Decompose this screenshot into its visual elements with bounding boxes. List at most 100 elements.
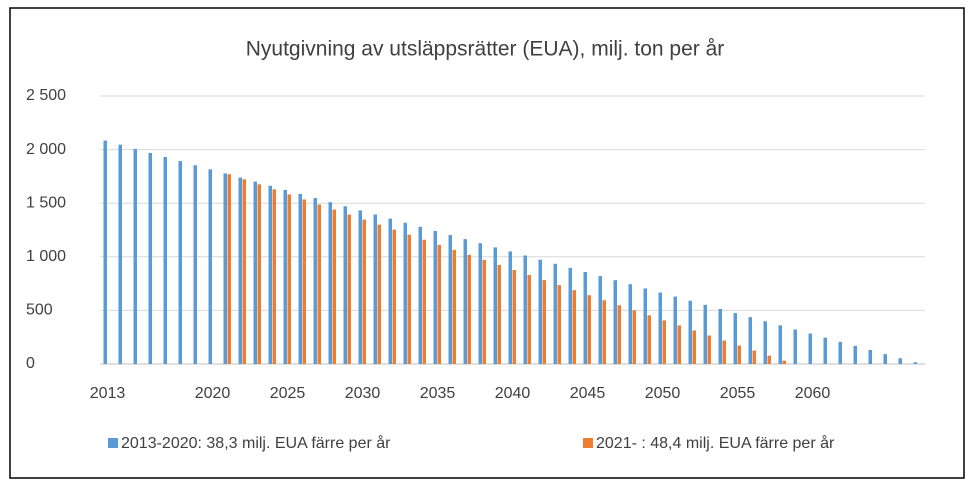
bar [808, 333, 812, 364]
bar [437, 244, 441, 364]
bar [737, 345, 741, 364]
bar [208, 169, 212, 364]
bar [313, 198, 317, 364]
bar [118, 144, 122, 364]
bar [133, 148, 137, 364]
bar [823, 337, 827, 364]
bar [853, 345, 857, 364]
legend-label: 2013-2020: 38,3 milj. EUA färre per år [121, 434, 391, 452]
bar [643, 288, 647, 364]
bar [572, 290, 576, 364]
bar [302, 199, 306, 364]
bar [748, 317, 752, 364]
x-tick-label: 2040 [495, 385, 531, 402]
bar [632, 310, 636, 364]
bar [913, 362, 917, 364]
x-tick-label: 2035 [420, 385, 456, 402]
bar [703, 304, 707, 364]
bar [778, 325, 782, 364]
bar [868, 349, 872, 364]
legend-label: 2021- : 48,4 milj. EUA färre per år [596, 434, 835, 452]
bar [752, 350, 756, 364]
bar [508, 251, 512, 364]
bar [478, 243, 482, 364]
bar [317, 204, 321, 364]
bar [733, 313, 737, 364]
bar [403, 222, 407, 364]
chart-title: Nyutgivning av utsläppsrätter (EUA), mil… [246, 38, 725, 61]
bar [662, 320, 666, 364]
bar [178, 161, 182, 364]
bar [377, 224, 381, 364]
bar [283, 189, 287, 364]
x-tick-label: 2013 [90, 385, 126, 402]
bar [332, 209, 336, 364]
bar [497, 264, 501, 364]
x-tick-label: 2050 [645, 385, 681, 402]
bar [677, 325, 681, 364]
bar [658, 292, 662, 364]
bar [227, 174, 231, 364]
y-tick-label: 500 [26, 302, 53, 319]
bar [542, 280, 546, 364]
bar [527, 275, 531, 364]
bar [362, 219, 366, 364]
bar [557, 285, 561, 364]
y-tick-label: 0 [26, 355, 35, 372]
bar [452, 249, 456, 364]
bar [613, 280, 617, 364]
bar [238, 177, 242, 364]
bar [103, 140, 107, 364]
bar [568, 267, 572, 364]
y-tick-label: 1 000 [26, 248, 66, 265]
bar [407, 234, 411, 364]
x-tick-label: 2060 [795, 385, 831, 402]
bar [223, 173, 227, 364]
bar [418, 226, 422, 364]
bar [463, 239, 467, 364]
bar [298, 193, 302, 364]
bar [493, 247, 497, 364]
bar [392, 229, 396, 364]
bar [448, 235, 452, 364]
x-tick-label: 2055 [720, 385, 756, 402]
bar [467, 254, 471, 364]
bar [343, 206, 347, 364]
bar [287, 194, 291, 364]
bar [193, 165, 197, 364]
bar [523, 255, 527, 364]
bar [553, 263, 557, 364]
bar [707, 335, 711, 364]
bar [512, 269, 516, 364]
bar [148, 152, 152, 364]
bar [257, 184, 261, 364]
bar [242, 179, 246, 364]
bar [347, 214, 351, 364]
bar [422, 239, 426, 364]
x-tick-label: 2045 [570, 385, 606, 402]
bar [883, 354, 887, 364]
bar [767, 355, 771, 364]
bar [328, 202, 332, 364]
bar [718, 308, 722, 364]
bar [433, 230, 437, 364]
bar [673, 296, 677, 364]
bar [482, 259, 486, 364]
x-tick-label: 2020 [195, 385, 231, 402]
bar [763, 321, 767, 364]
legend-swatch [583, 438, 593, 448]
y-tick-label: 2 500 [26, 87, 66, 104]
bar [722, 340, 726, 364]
y-tick-label: 1 500 [26, 194, 66, 211]
legend-swatch [108, 438, 118, 448]
bar [598, 276, 602, 364]
bar [602, 300, 606, 364]
bar [163, 156, 167, 364]
bar [358, 210, 362, 364]
bar [692, 330, 696, 364]
bar [373, 214, 377, 364]
bar [688, 300, 692, 364]
chart-border [9, 7, 965, 479]
x-tick-label: 2025 [270, 385, 306, 402]
bar [647, 315, 651, 364]
